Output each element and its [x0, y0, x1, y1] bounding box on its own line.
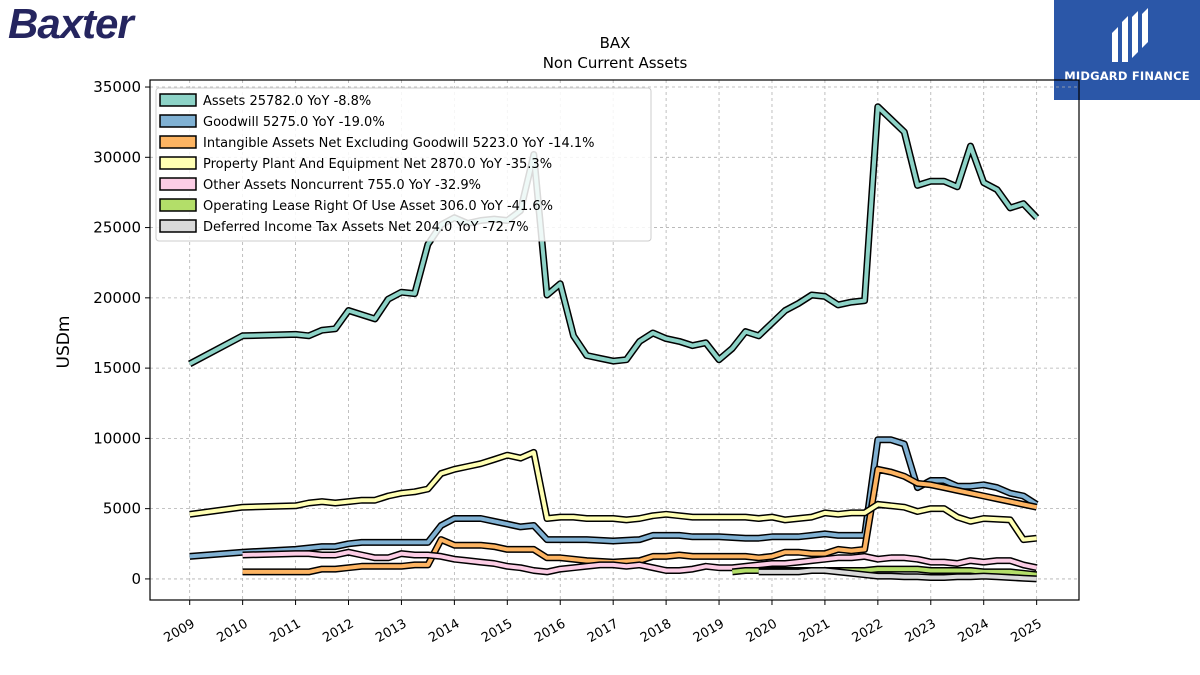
legend-entry: Intangible Assets Net Excluding Goodwill… [203, 136, 594, 151]
chart-subtitle: Non Current Assets [543, 54, 688, 72]
series-line-property-plant-and-equipment-net [189, 450, 1037, 542]
legend-box [155, 87, 652, 242]
series-line-intangible-assets-net-excluding-goodwill [242, 467, 1038, 574]
x-tick-label: 2014 [426, 616, 462, 646]
baxter-logo: Baxter [8, 0, 134, 47]
y-tick-label: 35000 [93, 78, 141, 96]
midgard-emblem-icon [1112, 8, 1148, 62]
x-tick-label: 2010 [214, 616, 250, 646]
series-layer [188, 103, 1040, 583]
x-tick-label: 2016 [532, 616, 568, 646]
legend-swatch [159, 198, 197, 212]
legend-entry: Property Plant And Equipment Net 2870.0 … [203, 157, 552, 172]
series-line-other-assets-noncurrent [242, 550, 1038, 574]
y-axis-ticks: 0 5000 10000 15000 20000 25000 30000 35000 [93, 78, 150, 588]
legend-entry: Deferred Income Tax Assets Net 204.0 YoY… [203, 220, 529, 235]
y-tick-label: 25000 [93, 219, 141, 237]
x-tick-label: 2012 [320, 616, 356, 646]
x-tick-label: 2024 [956, 616, 992, 646]
legend-swatch [159, 219, 197, 233]
x-tick-label: 2025 [1008, 616, 1044, 646]
x-tick-label: 2017 [585, 616, 621, 646]
legend-entry: Operating Lease Right Of Use Asset 306.0… [203, 199, 553, 214]
y-tick-label: 5000 [103, 500, 141, 518]
legend-swatch [159, 135, 197, 149]
x-axis-ticks: 2009 2010 2011 2012 2013 2014 2015 2016 2017 2018… [162, 600, 1045, 646]
x-tick-label: 2021 [797, 616, 833, 646]
x-tick-label: 2019 [691, 616, 727, 646]
x-tick-label: 2009 [162, 616, 198, 646]
series-line-goodwill [189, 437, 1038, 559]
plot-frame [149, 79, 1080, 601]
legend-swatch [159, 114, 197, 128]
midgard-finance-logo: MIDGARD FINANCE [1054, 0, 1200, 100]
legend-swatch [159, 156, 197, 170]
chart-title: BAX [600, 34, 631, 52]
y-tick-label: 0 [131, 570, 141, 588]
x-tick-label: 2015 [479, 616, 515, 646]
midgard-finance-label: MIDGARD FINANCE [1064, 69, 1190, 83]
legend-entry: Other Assets Noncurrent 755.0 YoY -32.9% [203, 178, 481, 193]
legend-entry: Goodwill 5275.0 YoY -19.0% [203, 115, 385, 130]
x-tick-label: 2022 [850, 616, 886, 646]
series-line-assets [188, 104, 1039, 366]
y-tick-label: 20000 [93, 289, 141, 307]
y-tick-label: 10000 [93, 429, 141, 447]
x-tick-label: 2011 [267, 616, 303, 646]
x-tick-label: 2020 [744, 616, 780, 646]
y-tick-label: 30000 [93, 148, 141, 166]
y-axis-label: USDm [54, 316, 74, 369]
series-line-deferred-income-tax-assets-net [758, 568, 1037, 581]
legend: Assets 25782.0 YoY -8.8% Goodwill 5275.0 … [155, 87, 652, 242]
x-tick-label: 2023 [903, 616, 939, 646]
y-tick-label: 15000 [93, 359, 141, 377]
legend-entry: Assets 25782.0 YoY -8.8% [203, 94, 371, 109]
x-tick-label: 2013 [373, 616, 409, 646]
legend-swatch [159, 93, 197, 107]
x-tick-label: 2018 [638, 616, 674, 646]
legend-swatch [159, 177, 197, 191]
